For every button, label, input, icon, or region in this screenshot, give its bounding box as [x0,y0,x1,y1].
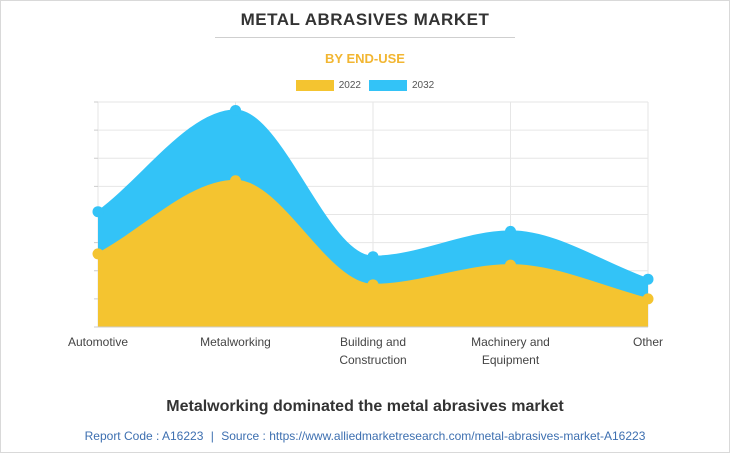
point-2032-4 [642,273,654,285]
line-2032 [97,109,649,281]
chart-subtitle: BY END-USE [325,51,405,66]
legend-label-2032: 2032 [412,80,435,91]
point-2022-2 [367,279,379,291]
x-tick-label-1-line-0: Metalworking [200,335,271,349]
point-2022-4 [642,293,654,305]
x-tick-label-0-line-0: Automotive [68,335,128,349]
source-link[interactable]: Source : https://www.alliedmarketresearc… [221,429,646,443]
legend-item-2022[interactable]: 2022 [295,80,361,91]
legend: 2022 2032 [0,80,730,91]
legend-swatch-2022 [295,80,334,91]
point-2032-1 [230,104,241,116]
legend-swatch-2032 [369,80,407,91]
legend-item-2032[interactable]: 2032 [369,80,434,91]
point-2032-2 [367,251,379,263]
x-tick-label-2-line-0: Building and [340,335,406,349]
point-2032-3 [505,225,516,237]
source-line: Report Code : A16223 | Source : https://… [0,429,730,443]
x-tick-label-4-line-0: Other [633,335,663,349]
point-2032-0 [92,206,104,218]
chart-title: METAL ABRASIVES MARKET [240,10,490,29]
x-tick-label-2: Building and Construction [339,335,406,367]
legend-label-2022: 2022 [338,80,361,91]
x-tick-label-1: Metalworking [200,335,271,349]
x-tick-label-3: Machinery and Equipment [471,335,550,367]
point-2022-3 [505,259,516,271]
source-separator[interactable]: | [210,429,214,443]
x-tick-label-4: Other [633,335,663,349]
report-code: Report Code : A16223 [84,429,204,443]
area-2022 [98,180,648,327]
x-tick-label-2-line-1: Construction [339,353,406,367]
point-2022-1 [230,175,241,187]
x-tick-label-0: Automotive [68,335,128,349]
x-tick-label-3-line-1: Equipment [482,353,540,367]
title-divider [215,37,515,38]
x-tick-label-3-line-0: Machinery and [471,335,550,349]
chart-headline: Metalworking dominated the metal abrasiv… [166,398,564,415]
point-2022-0 [92,248,104,260]
